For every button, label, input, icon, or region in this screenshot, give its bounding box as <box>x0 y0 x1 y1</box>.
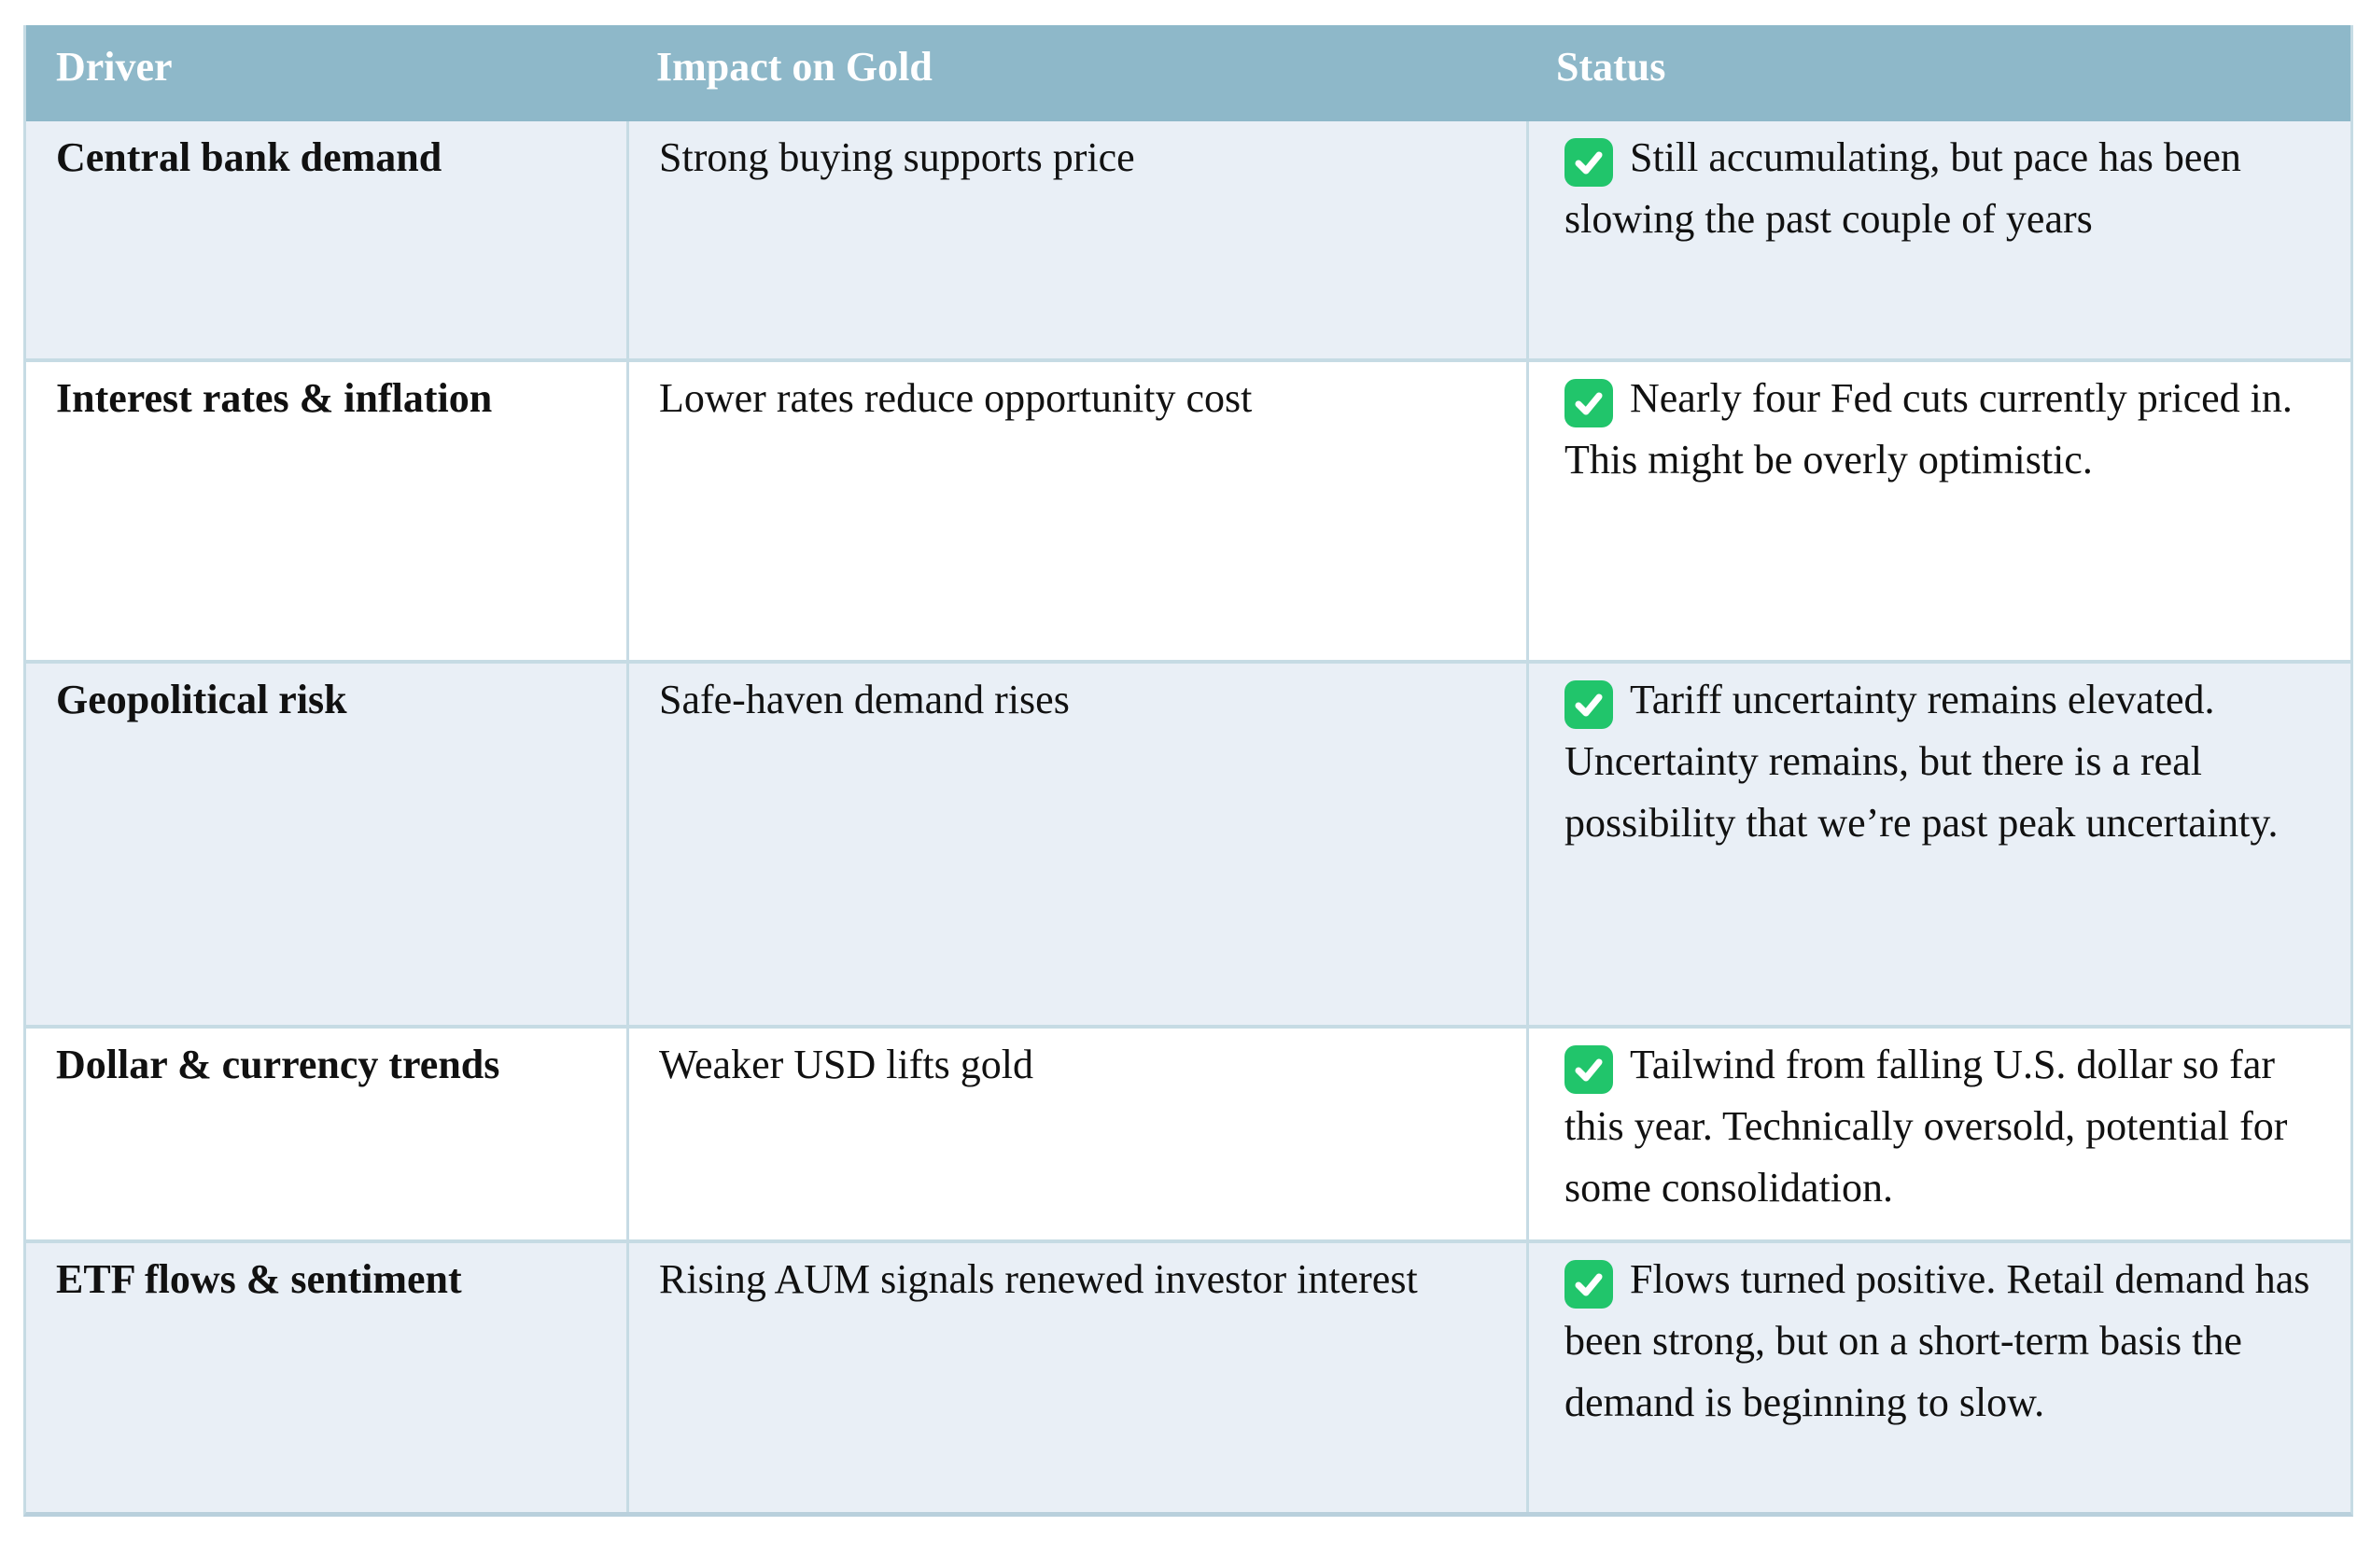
green-check-icon <box>1564 1260 1613 1309</box>
driver-cell: Central bank demand <box>56 134 442 180</box>
driver-cell: ETF flows & sentiment <box>56 1256 462 1302</box>
status-cell: Tailwind from falling U.S. dollar so far… <box>1526 1029 2350 1239</box>
impact-cell: Rising AUM signals renewed investor inte… <box>626 1243 1526 1512</box>
green-check-icon <box>1564 1045 1613 1094</box>
table-row: Geopolitical risk Safe-haven demand rise… <box>26 664 2350 1029</box>
impact-cell: Weaker USD lifts gold <box>626 1029 1526 1239</box>
status-cell: Tariff uncertainty remains elevated. Unc… <box>1526 664 2350 1025</box>
impact-cell: Strong buying supports price <box>626 121 1526 358</box>
column-header-impact: Impact on Gold <box>656 44 933 90</box>
green-check-icon <box>1564 680 1613 729</box>
column-header-driver: Driver <box>56 44 173 90</box>
status-text: Still accumulating, but pace has been sl… <box>1564 134 2241 242</box>
gold-drivers-table: Driver Impact on Gold Status Central ban… <box>23 25 2353 1517</box>
status-cell: Nearly four Fed cuts currently priced in… <box>1526 362 2350 660</box>
driver-cell: Geopolitical risk <box>56 677 347 722</box>
impact-cell: Lower rates reduce opportunity cost <box>626 362 1526 660</box>
status-cell: Still accumulating, but pace has been sl… <box>1526 121 2350 358</box>
status-cell: Flows turned positive. Retail demand has… <box>1526 1243 2350 1512</box>
status-text: Tariff uncertainty remains elevated. Unc… <box>1564 677 2279 846</box>
green-check-icon <box>1564 138 1613 187</box>
green-check-icon <box>1564 379 1613 427</box>
driver-cell: Dollar & currency trends <box>56 1042 500 1087</box>
status-text: Nearly four Fed cuts currently priced in… <box>1564 375 2293 483</box>
table-row: Dollar & currency trends Weaker USD lift… <box>26 1029 2350 1243</box>
impact-cell: Safe-haven demand rises <box>626 664 1526 1025</box>
driver-cell: Interest rates & inflation <box>56 375 493 421</box>
table-row: Central bank demand Strong buying suppor… <box>26 121 2350 362</box>
table-header-row: Driver Impact on Gold Status <box>26 25 2350 121</box>
table-row: Interest rates & inflation Lower rates r… <box>26 362 2350 664</box>
column-header-status: Status <box>1556 44 1666 90</box>
status-text: Flows turned positive. Retail demand has… <box>1564 1256 2310 1425</box>
status-text: Tailwind from falling U.S. dollar so far… <box>1564 1042 2288 1211</box>
table-row: ETF flows & sentiment Rising AUM signals… <box>26 1243 2350 1512</box>
